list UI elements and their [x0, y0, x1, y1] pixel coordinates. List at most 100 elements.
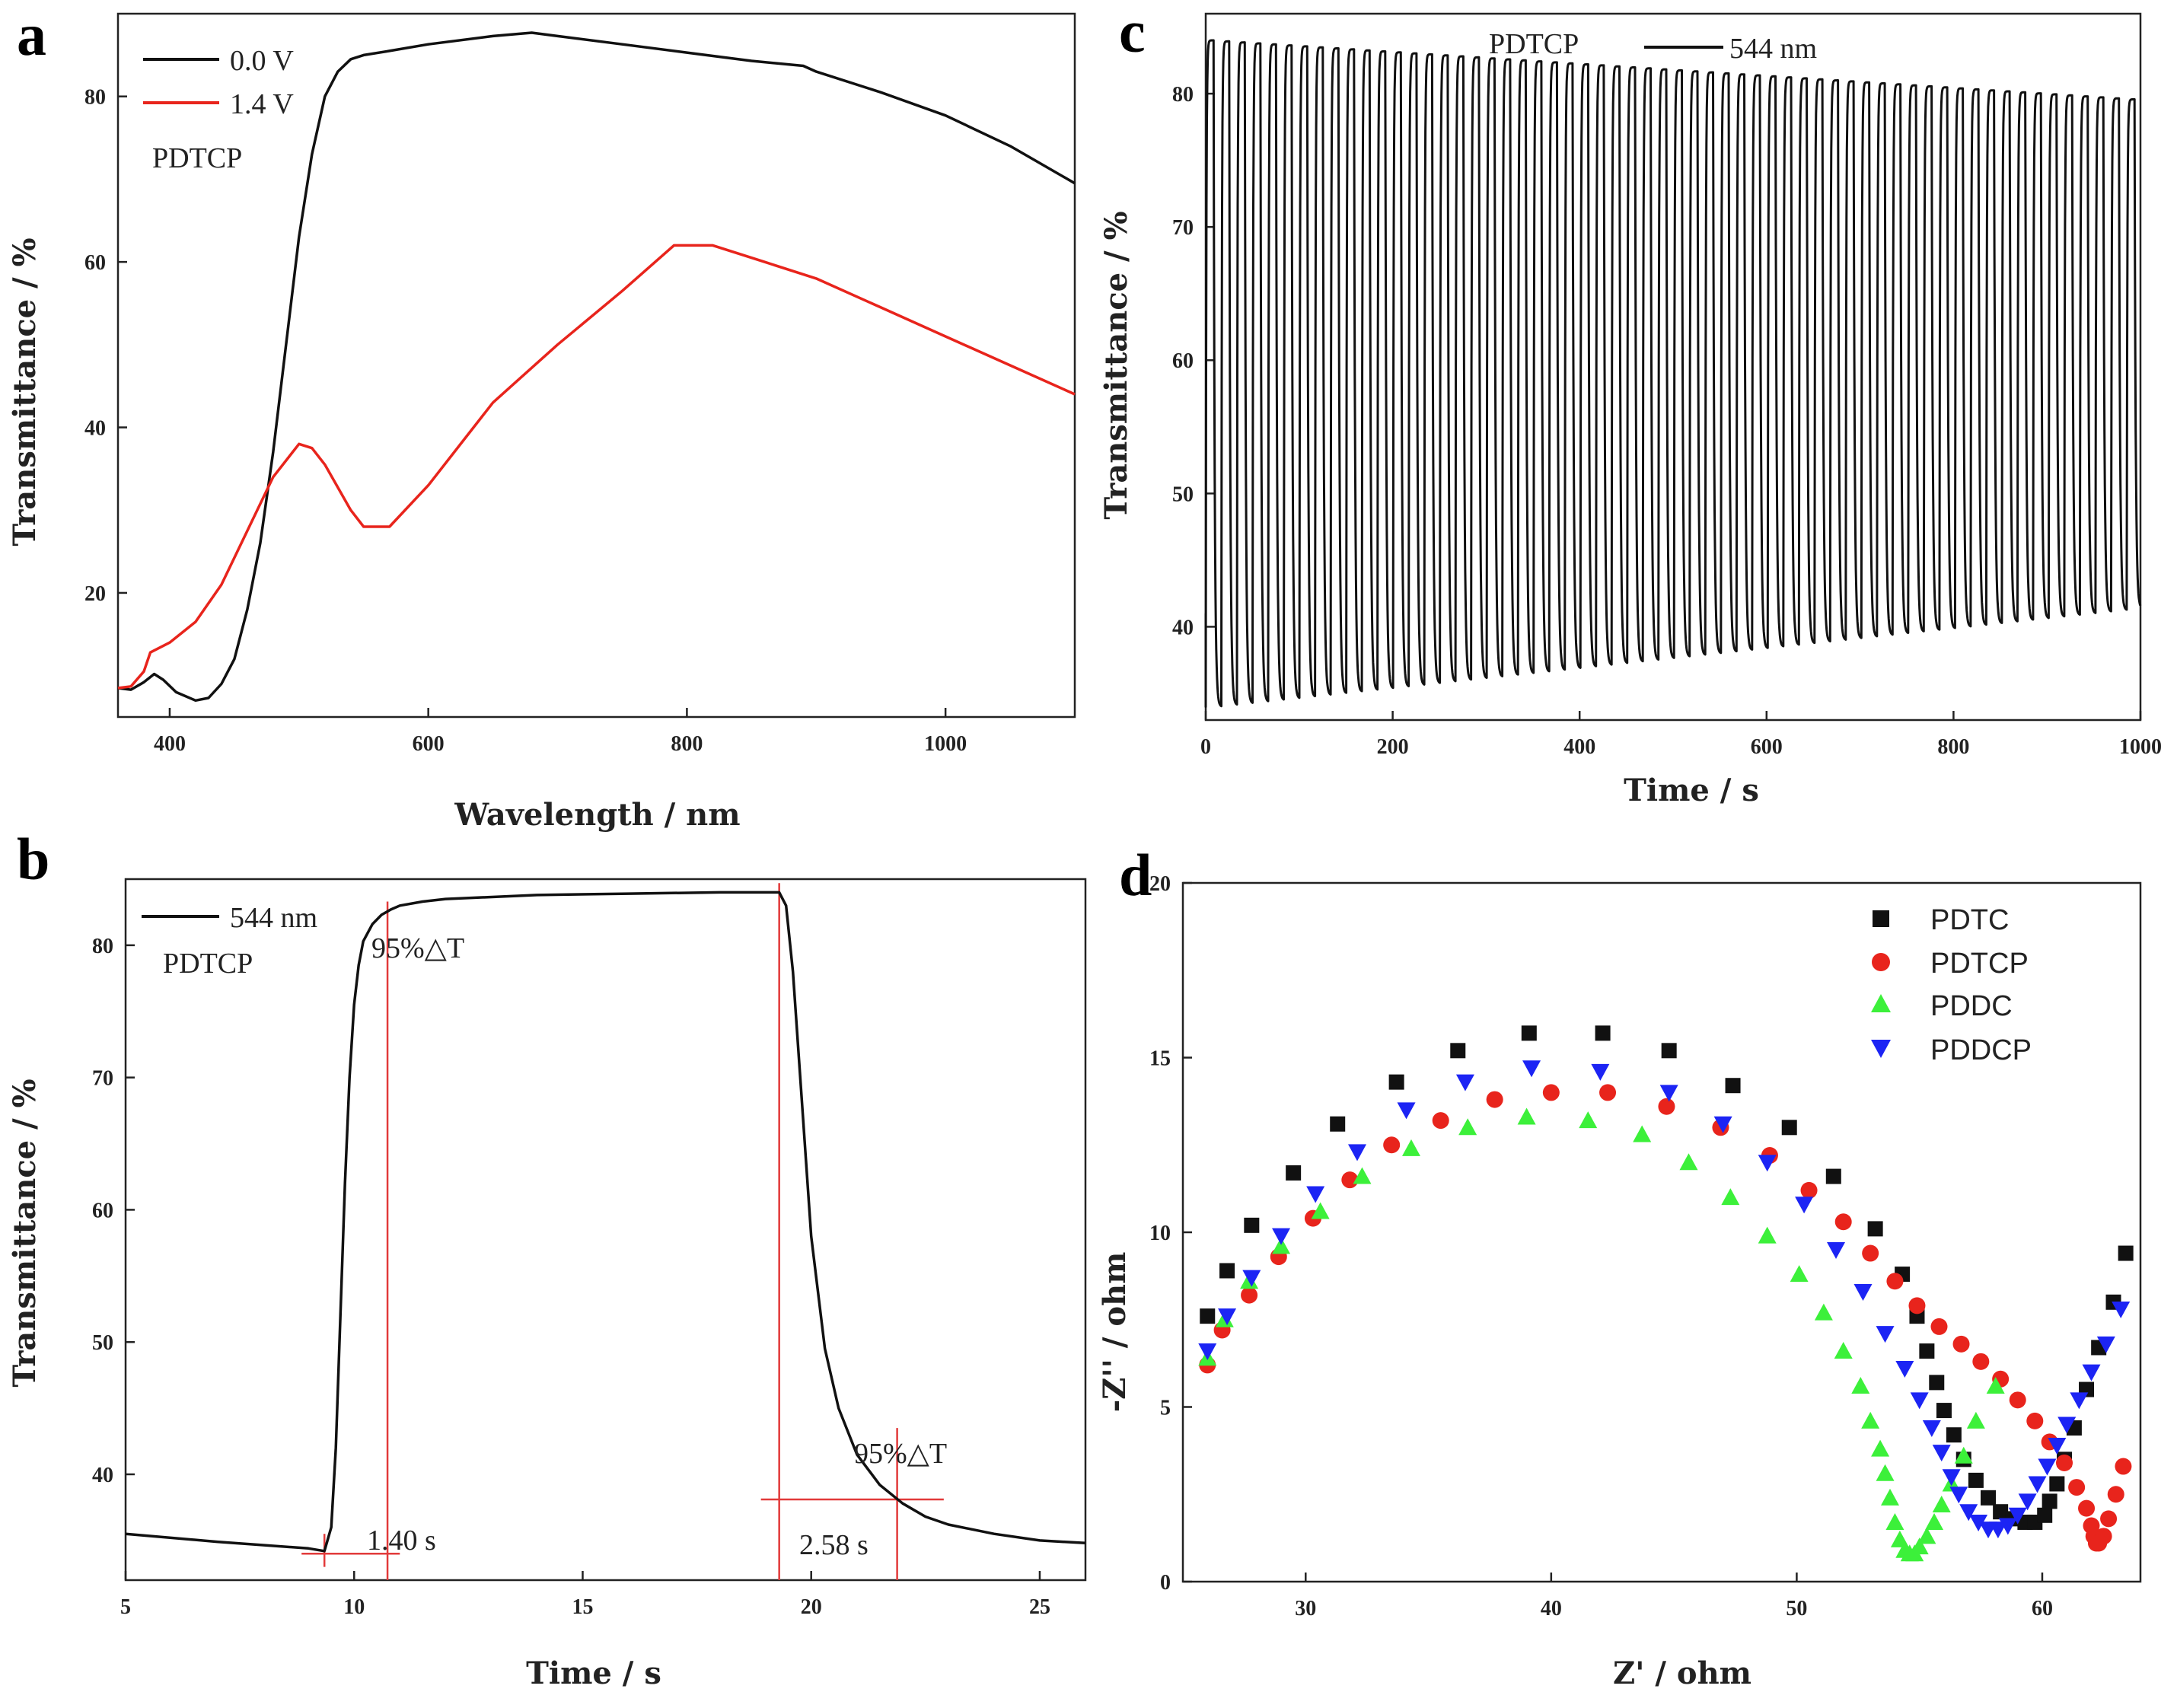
panel-d-point-pddc	[1401, 1139, 1420, 1156]
panel-d-point-pddc	[1834, 1342, 1853, 1359]
panel-d-ylabel: -Z'' / ohm	[1097, 1252, 1133, 1413]
panel-b-xtick-label: 10	[343, 1595, 365, 1619]
panel-d-point-pddc	[1876, 1464, 1895, 1481]
panel-d-point-pddcp	[1910, 1392, 1929, 1410]
panel-d-point-pddcp	[2008, 1507, 2027, 1525]
panel-d-point-pddcp	[1272, 1228, 1291, 1245]
panel-d-point-pddc	[1814, 1303, 1833, 1321]
panel-d-point-pddc	[1925, 1512, 1944, 1530]
panel-d-point-pddc	[1851, 1376, 1870, 1394]
panel-c-xtick-label: 800	[1937, 735, 1969, 759]
panel-d-point-pddc	[1272, 1237, 1291, 1254]
panel-b-ylabel: Transmittance / %	[7, 1079, 43, 1387]
panel-c-sample-label: PDTCP	[1489, 28, 1579, 60]
panel-b-xtick-label: 15	[572, 1595, 593, 1619]
legend-d-marker-pddcp	[1871, 1040, 1891, 1058]
panel-d-point-pddcp	[1959, 1504, 1978, 1522]
panel-c-xtick-label: 400	[1563, 735, 1595, 759]
panel-d-point-pddc	[1517, 1107, 1536, 1125]
legend-b-label: 544 nm	[230, 902, 317, 934]
panel-d-point-pdtc	[2037, 1507, 2053, 1523]
panel-d-point-pdtc	[1388, 1074, 1404, 1090]
panel-d-point-pdtcp	[1834, 1213, 1852, 1231]
panel-d-point-pdtcp	[1658, 1098, 1675, 1115]
panel-d-point-pdtcp	[1432, 1112, 1449, 1130]
panel-d-xtick-label: 30	[1295, 1597, 1316, 1620]
panel-d-point-pddcp	[1218, 1308, 1237, 1326]
panel-d-point-pdtcp	[2009, 1391, 2026, 1409]
panel-d-legend: PDTC PDTCP PDDC PDDCP	[1871, 904, 2032, 1066]
panel-a-ytick-label: 80	[84, 86, 106, 110]
panel-d-point-pddcp	[2018, 1493, 2037, 1511]
panel-d-point-pddcp	[1998, 1518, 2017, 1535]
panel-d-point-pddcp	[1713, 1116, 1732, 1133]
panel-letter-c: c	[1119, 0, 1146, 65]
panel-d-point-pdtcp	[2026, 1412, 2044, 1429]
panel-d-point-pddc	[1954, 1446, 1973, 1464]
panel-d-point-pdtc	[1244, 1217, 1260, 1233]
panel-b-xlabel: Time / s	[526, 1655, 661, 1691]
panel-b-ytick-label: 80	[92, 935, 113, 958]
panel-b-ytick-label: 40	[92, 1464, 113, 1487]
panel-d-point-pdtc	[1936, 1403, 1952, 1419]
panel-d-point-pddcp	[1853, 1284, 1873, 1302]
panel-a-xtick-label: 1000	[924, 732, 967, 756]
panel-c-ytick-label: 50	[1172, 483, 1194, 506]
panel-d-point-pddcp	[1795, 1197, 1814, 1214]
panel-d-ytick-label: 20	[1149, 872, 1171, 896]
panel-b-xtick-label: 20	[801, 1595, 822, 1619]
panel-d-point-pdtc	[1825, 1168, 1841, 1184]
panel-d-point-pdtcp	[2056, 1454, 2073, 1471]
panel-d-point-pddc	[1932, 1496, 1951, 1513]
panel-d-point-pddc	[1880, 1488, 1899, 1506]
panel-a-sample-label: PDTCP	[152, 142, 242, 174]
panel-d-point-pddcp	[2096, 1336, 2115, 1353]
panel-letter-b: b	[17, 826, 49, 892]
panel-letter-a: a	[17, 2, 46, 68]
panel-d-point-pddc	[1758, 1226, 1777, 1244]
panel-b-ytick-label: 50	[92, 1331, 113, 1355]
panel-d-point-pddcp	[1758, 1155, 1777, 1172]
legend-d-marker-pdtcp	[1872, 953, 1890, 971]
panel-d-point-pddcp	[2112, 1301, 2131, 1318]
panel-c-plot-area: 0 200 400 600 800 1000 40 50 60 70 80	[1172, 12, 2162, 759]
panel-b-series-544nm-line	[125, 891, 1086, 1553]
panel-d-plot-area: 30 40 50 60 0 5 10 15 20	[1149, 872, 2142, 1620]
panel-d-point-pdtcp	[2107, 1486, 2124, 1503]
panel-letter-d: d	[1119, 842, 1152, 908]
panel-d-frame	[1181, 881, 2142, 1583]
panel-d-point-pddcp	[1522, 1060, 1541, 1078]
panel-b-annotation-95-rise: 95%△T	[371, 932, 464, 964]
legend-a-label-0v: 0.0 V	[230, 45, 294, 77]
panel-d-point-pdtcp	[2068, 1479, 2086, 1496]
panel-a-series-14v-line	[117, 244, 1076, 690]
panel-c-xtick-label: 200	[1377, 735, 1409, 759]
panel-d-point-pdtcp	[2078, 1499, 2096, 1517]
panel-d-point-pdtcp	[1972, 1353, 1990, 1370]
panel-c-xtick-label: 1000	[2119, 735, 2162, 759]
panel-d-point-pddcp	[1198, 1343, 1217, 1361]
panel-d-xtick-label: 60	[2032, 1597, 2053, 1620]
panel-a-xtick-label: 400	[154, 732, 186, 756]
panel-d-ytick-label: 15	[1149, 1047, 1171, 1071]
panel-c-xlabel: Time / s	[1624, 773, 1759, 808]
panel-d-point-pddc	[1986, 1376, 2005, 1394]
panel-d-point-pddc	[1721, 1188, 1740, 1206]
panel-d-point-pddcp	[1659, 1085, 1678, 1102]
panel-d-point-pddcp	[1932, 1445, 1951, 1462]
panel-d-ytick-label: 0	[1160, 1571, 1171, 1595]
panel-d-point-pdtcp	[2115, 1458, 2132, 1475]
panel-d-point-pdtc	[1725, 1078, 1741, 1094]
panel-a-xlabel: Wavelength / nm	[454, 797, 740, 833]
panel-d-point-pdtc	[1867, 1221, 1883, 1237]
panel-d-point-pddc	[1790, 1265, 1809, 1283]
panel-d-point-pddcp	[1397, 1102, 1416, 1120]
panel-d-point-pddcp	[2048, 1437, 2067, 1455]
panel-b-annotation-95-fall: 95%△T	[854, 1438, 947, 1470]
panel-d-point-pdtc	[1661, 1043, 1677, 1059]
panel-d-point-pdtc	[2118, 1245, 2134, 1261]
panel-d-point-pddc	[1311, 1202, 1330, 1219]
panel-d-point-pddc	[1861, 1411, 1880, 1429]
panel-d-point-pdtcp	[2100, 1510, 2118, 1528]
